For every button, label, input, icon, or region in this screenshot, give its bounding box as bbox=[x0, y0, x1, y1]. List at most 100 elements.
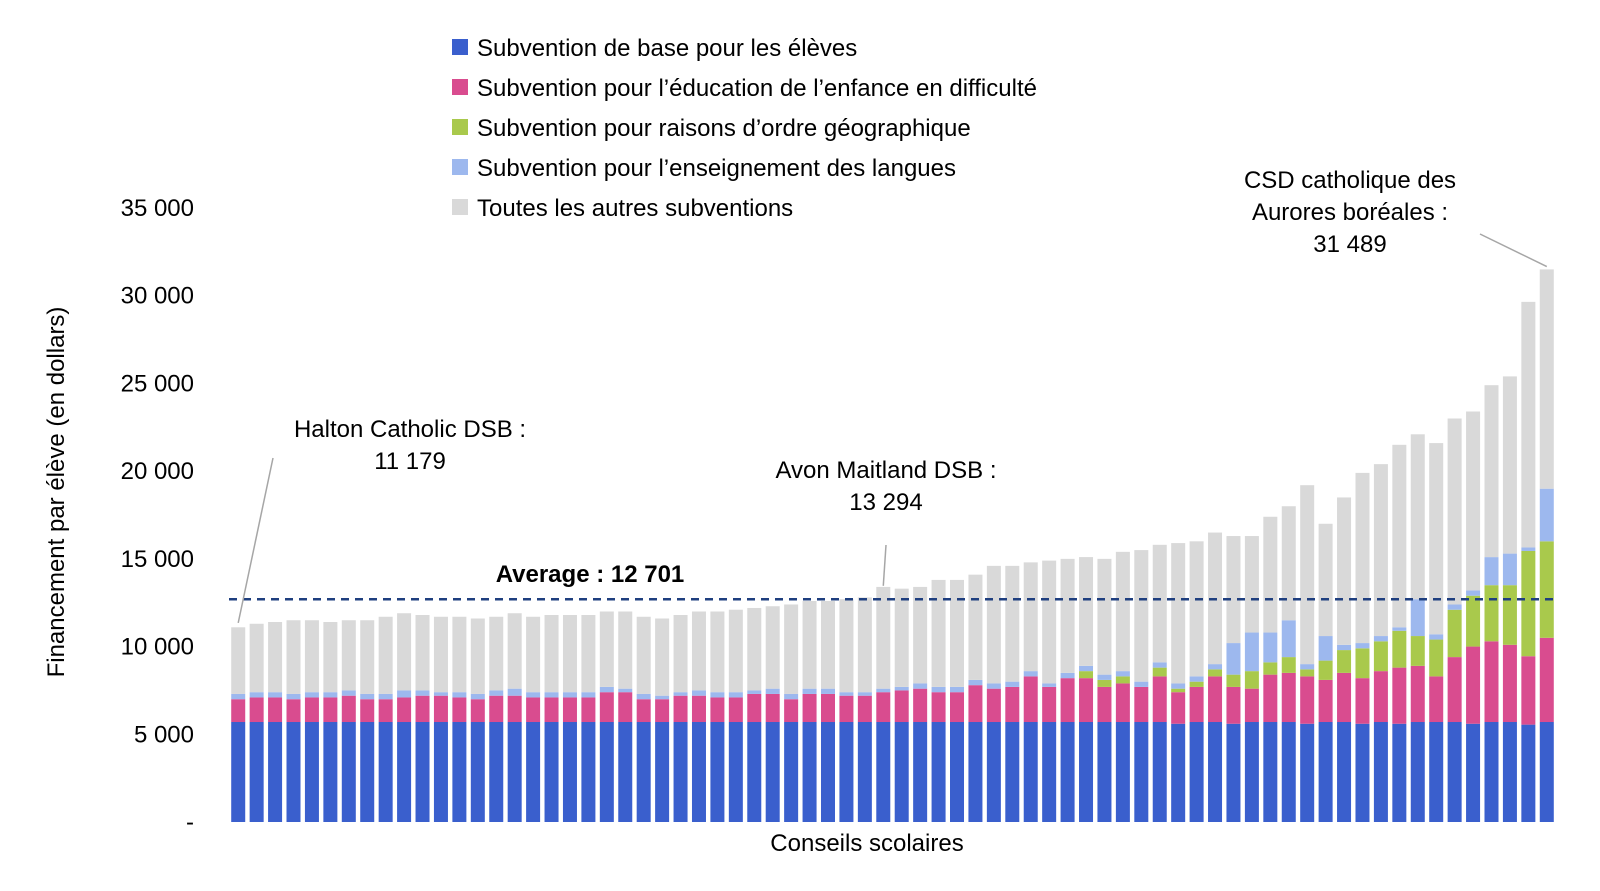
bar-segment bbox=[1355, 678, 1370, 724]
bar-segment bbox=[618, 688, 633, 693]
bar-segment bbox=[397, 690, 412, 698]
bar-segment bbox=[636, 693, 651, 700]
bar-segment bbox=[1152, 676, 1167, 723]
annotation-text: Avon Maitland DSB : bbox=[775, 457, 996, 484]
bar-segment bbox=[1447, 604, 1462, 610]
bar-segment bbox=[489, 616, 504, 691]
bar-segment bbox=[360, 620, 375, 694]
bar-segment bbox=[710, 692, 725, 698]
bar-segment bbox=[931, 722, 946, 822]
bar-stack bbox=[1318, 523, 1333, 822]
bar-stack bbox=[894, 588, 909, 822]
bar-segment bbox=[857, 597, 872, 693]
bar-segment bbox=[286, 620, 301, 694]
bar-stack bbox=[433, 616, 448, 822]
bar-segment bbox=[1355, 643, 1370, 649]
legend-label: Toutes les autres subventions bbox=[477, 195, 793, 222]
bar-segment bbox=[1410, 434, 1425, 600]
bar-segment bbox=[784, 604, 799, 694]
bar-stack bbox=[489, 616, 504, 822]
bar-segment bbox=[968, 722, 983, 822]
bar-segment bbox=[433, 695, 448, 723]
bar-segment bbox=[747, 607, 762, 691]
bar-segment bbox=[249, 623, 264, 693]
bar-stack bbox=[1005, 565, 1020, 822]
bar-stack bbox=[691, 611, 706, 822]
bar-segment bbox=[950, 692, 965, 723]
bar-segment bbox=[544, 614, 559, 693]
bar-segment bbox=[1429, 634, 1444, 640]
bar-segment bbox=[1134, 722, 1149, 822]
bar-segment bbox=[1208, 669, 1223, 677]
bar-segment bbox=[415, 695, 430, 723]
bar-segment bbox=[728, 697, 743, 723]
bar-segment bbox=[1521, 656, 1536, 725]
bar-segment bbox=[673, 692, 688, 696]
annotation-leader-line bbox=[1479, 233, 1548, 268]
bar-segment bbox=[433, 722, 448, 822]
bar-segment bbox=[1134, 550, 1149, 682]
bar-segment bbox=[1079, 557, 1094, 666]
bar-segment bbox=[728, 692, 743, 698]
bar-segment bbox=[802, 600, 817, 689]
bar-segment bbox=[1355, 472, 1370, 644]
bar-segment bbox=[747, 693, 762, 723]
bar-segment bbox=[931, 692, 946, 723]
bar-segment bbox=[1097, 674, 1112, 680]
bar-segment bbox=[1042, 683, 1057, 687]
bar-segment bbox=[1208, 722, 1223, 822]
bar-segment bbox=[655, 722, 670, 822]
bar-segment bbox=[913, 688, 928, 723]
bar-segment bbox=[286, 693, 301, 700]
y-axis-label: Financement par élève (en dollars) bbox=[43, 307, 70, 678]
bar-segment bbox=[950, 686, 965, 693]
bar-segment bbox=[1466, 646, 1481, 724]
bar-segment bbox=[1392, 630, 1407, 668]
bar-segment bbox=[857, 722, 872, 822]
bar-stack bbox=[544, 614, 559, 822]
bar-segment bbox=[1392, 667, 1407, 724]
y-tick-label: 30 000 bbox=[121, 283, 194, 310]
bar-stack bbox=[728, 609, 743, 822]
bar-stack bbox=[1226, 536, 1241, 822]
bar-segment bbox=[784, 699, 799, 723]
bar-segment bbox=[470, 722, 485, 822]
bar-segment bbox=[1281, 506, 1296, 621]
x-axis: Conseils scolaires bbox=[770, 830, 963, 857]
bar-stack bbox=[710, 611, 725, 822]
legend-label: Subvention de base pour les élèves bbox=[477, 35, 857, 62]
bar-segment bbox=[1410, 599, 1425, 637]
bar-segment bbox=[1189, 541, 1204, 677]
bar-segment bbox=[728, 609, 743, 693]
annotation-text: 11 179 bbox=[374, 448, 446, 475]
bar-segment bbox=[599, 722, 614, 822]
bar-segment bbox=[1115, 683, 1130, 723]
bar-stack bbox=[913, 586, 928, 822]
bar-segment bbox=[1208, 664, 1223, 670]
bar-segment bbox=[1447, 609, 1462, 658]
bar-stack bbox=[802, 600, 817, 822]
bar-stack bbox=[1263, 516, 1278, 822]
bar-stack bbox=[415, 614, 430, 822]
bar-stack bbox=[452, 616, 467, 822]
bar-segment bbox=[1300, 676, 1315, 724]
bar-segment bbox=[1060, 558, 1075, 673]
bar-segment bbox=[544, 692, 559, 698]
bar-segment bbox=[562, 692, 577, 698]
bar-segment bbox=[1023, 676, 1038, 723]
bar-segment bbox=[950, 722, 965, 822]
bar-stack bbox=[286, 620, 301, 822]
bar-segment bbox=[636, 722, 651, 822]
bar-segment bbox=[1005, 722, 1020, 822]
bar-segment bbox=[1318, 660, 1333, 680]
bar-segment bbox=[1539, 541, 1554, 638]
bar-segment bbox=[1410, 665, 1425, 723]
bar-segment bbox=[1263, 674, 1278, 723]
annotation: Avon Maitland DSB : 13 294 bbox=[775, 457, 997, 586]
bar-segment bbox=[231, 627, 246, 694]
bar-stack bbox=[1539, 269, 1554, 822]
legend-label: Subvention pour l’enseignement des langu… bbox=[477, 155, 956, 182]
average-line-group: Average : 12 701 bbox=[229, 561, 1556, 601]
bar-segment bbox=[1005, 565, 1020, 682]
